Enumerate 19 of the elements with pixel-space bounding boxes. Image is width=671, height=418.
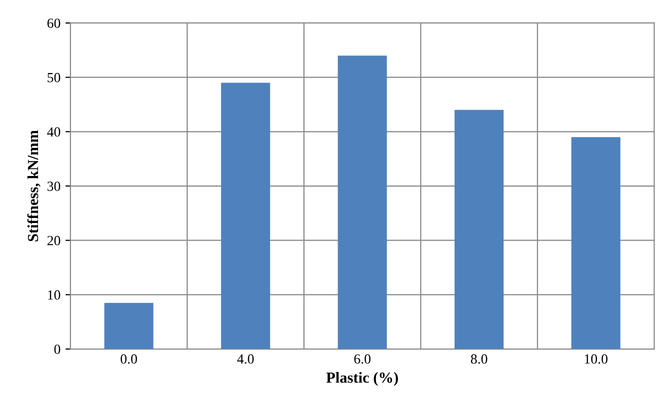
y-tick-label: 50 <box>48 72 60 82</box>
bar <box>338 56 387 350</box>
y-tick-label: 30 <box>48 182 60 191</box>
x-axis-title: Plastic (%) <box>326 372 398 386</box>
y-tick-label: 60 <box>47 18 60 28</box>
x-tick-label: 10.0 <box>584 354 608 364</box>
bar <box>571 137 620 350</box>
x-tick-label: 8.0 <box>470 354 488 364</box>
bar <box>221 82 270 350</box>
y-tick-label: 0 <box>54 344 60 354</box>
bar <box>104 302 154 350</box>
bar <box>454 110 504 350</box>
y-tick-label: 10 <box>48 290 60 300</box>
y-axis-title: Stiffness, kN/mm <box>27 130 40 242</box>
y-tick-label: 40 <box>47 127 60 137</box>
x-tick-label: 0.0 <box>120 354 137 364</box>
x-tick-label: 4.0 <box>237 354 254 364</box>
x-tick-label: 6.0 <box>354 354 370 364</box>
y-tick-label: 20 <box>47 236 60 246</box>
